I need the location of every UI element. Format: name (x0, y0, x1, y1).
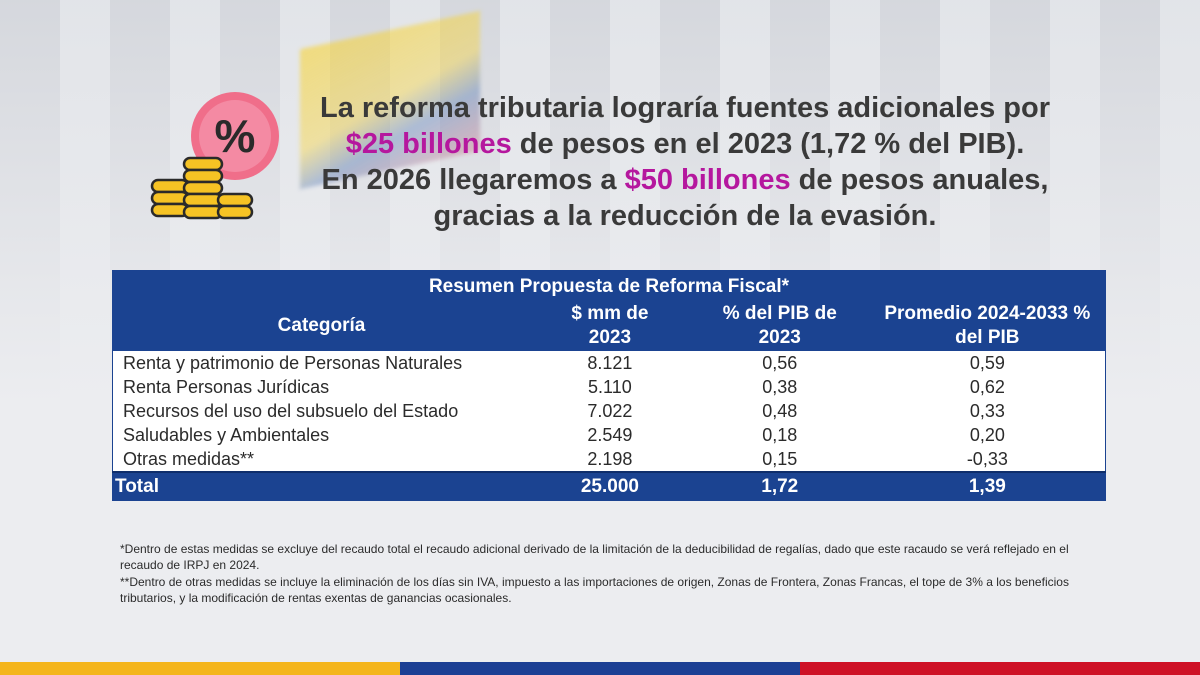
row-amount: 8.121 (529, 351, 690, 375)
stripe-yellow (0, 662, 400, 675)
row-category: Renta Personas Jurídicas (112, 375, 530, 399)
headline: La reforma tributaria lograría fuentes a… (290, 90, 1080, 234)
row-pib: 0,48 (689, 399, 870, 423)
row-pib: 0,15 (689, 447, 870, 472)
highlight-25-billones: $25 billones (345, 128, 512, 160)
total-amount: 25.000 (529, 471, 690, 501)
headline-line-4: gracias a la reducción de la evasión. (433, 200, 937, 232)
stripe-red (800, 662, 1200, 675)
header-pib: % del PIB de 2023 (689, 301, 870, 351)
row-pib: 0,38 (689, 375, 870, 399)
table-row: Renta Personas Jurídicas 5.110 0,38 0,62 (112, 375, 1106, 399)
headline-line-2: $25 billones de pesos en el 2023 (1,72 %… (290, 126, 1080, 162)
row-category: Recursos del uso del subsuelo del Estado (112, 399, 530, 423)
flag-stripes (0, 662, 1200, 675)
percent-coins-icon: % (150, 92, 279, 220)
reform-summary-table: Resumen Propuesta de Reforma Fiscal* Cat… (112, 270, 1106, 501)
row-amount: 2.549 (529, 423, 690, 447)
headline-line-3-rest: de pesos anuales, (790, 164, 1049, 196)
total-average: 1,39 (869, 471, 1106, 501)
row-pib: 0,18 (689, 423, 870, 447)
table-header-row: Categoría $ mm de 2023 % del PIB de 2023… (112, 301, 1106, 351)
row-average: -0,33 (869, 447, 1106, 472)
headline-line-1: La reforma tributaria lograría fuentes a… (319, 92, 1051, 124)
table-total-row: Total 25.000 1,72 1,39 (112, 471, 1106, 501)
headline-line-3: En 2026 llegaremos a $50 billones de pes… (290, 162, 1080, 198)
table-row: Recursos del uso del subsuelo del Estado… (112, 399, 1106, 423)
total-label: Total (112, 471, 530, 501)
header-average: Promedio 2024-2033 % del PIB (869, 301, 1106, 351)
row-average: 0,20 (869, 423, 1106, 447)
table-caption-row: Resumen Propuesta de Reforma Fiscal* (112, 270, 1106, 301)
headline-line-2-rest: de pesos en el 2023 (1,72 % del PIB). (511, 128, 1025, 160)
row-average: 0,62 (869, 375, 1106, 399)
row-category: Renta y patrimonio de Personas Naturales (112, 351, 530, 375)
total-pib: 1,72 (689, 471, 870, 501)
percent-symbol: % (215, 110, 256, 162)
row-amount: 5.110 (529, 375, 690, 399)
table-row: Otras medidas** 2.198 0,15 -0,33 (112, 447, 1106, 472)
header-amount: $ mm de 2023 (529, 301, 690, 351)
table-row: Saludables y Ambientales 2.549 0,18 0,20 (112, 423, 1106, 447)
row-pib: 0,56 (689, 351, 870, 375)
header-category: Categoría (112, 301, 530, 351)
row-category: Otras medidas** (112, 447, 530, 472)
row-category: Saludables y Ambientales (112, 423, 530, 447)
table-caption: Resumen Propuesta de Reforma Fiscal* (112, 270, 1106, 301)
stripe-blue (400, 662, 800, 675)
table-row: Renta y patrimonio de Personas Naturales… (112, 351, 1106, 375)
footnote-2: **Dentro de otras medidas se incluye la … (120, 575, 1069, 605)
row-average: 0,59 (869, 351, 1106, 375)
row-average: 0,33 (869, 399, 1106, 423)
row-amount: 2.198 (529, 447, 690, 472)
highlight-50-billones: $50 billones (624, 164, 791, 196)
row-amount: 7.022 (529, 399, 690, 423)
footnote-1: *Dentro de estas medidas se excluye del … (120, 542, 1069, 572)
headline-line-3-pre: En 2026 llegaremos a (321, 164, 625, 196)
footnotes: *Dentro de estas medidas se excluye del … (120, 542, 1090, 608)
